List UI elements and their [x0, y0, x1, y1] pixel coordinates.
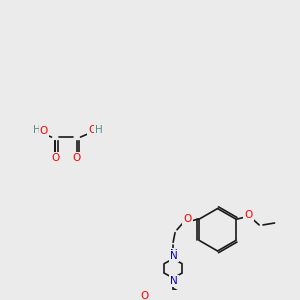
Text: O: O: [73, 153, 81, 163]
Text: O: O: [244, 210, 253, 220]
Text: O: O: [184, 214, 192, 224]
Text: O: O: [140, 291, 148, 300]
Text: N: N: [170, 251, 178, 261]
Text: N: N: [170, 249, 178, 259]
Text: O: O: [51, 153, 59, 163]
Text: H: H: [33, 125, 41, 135]
Text: H: H: [95, 125, 103, 135]
Text: O: O: [88, 125, 96, 135]
Text: O: O: [40, 126, 48, 136]
Text: N: N: [170, 276, 178, 286]
